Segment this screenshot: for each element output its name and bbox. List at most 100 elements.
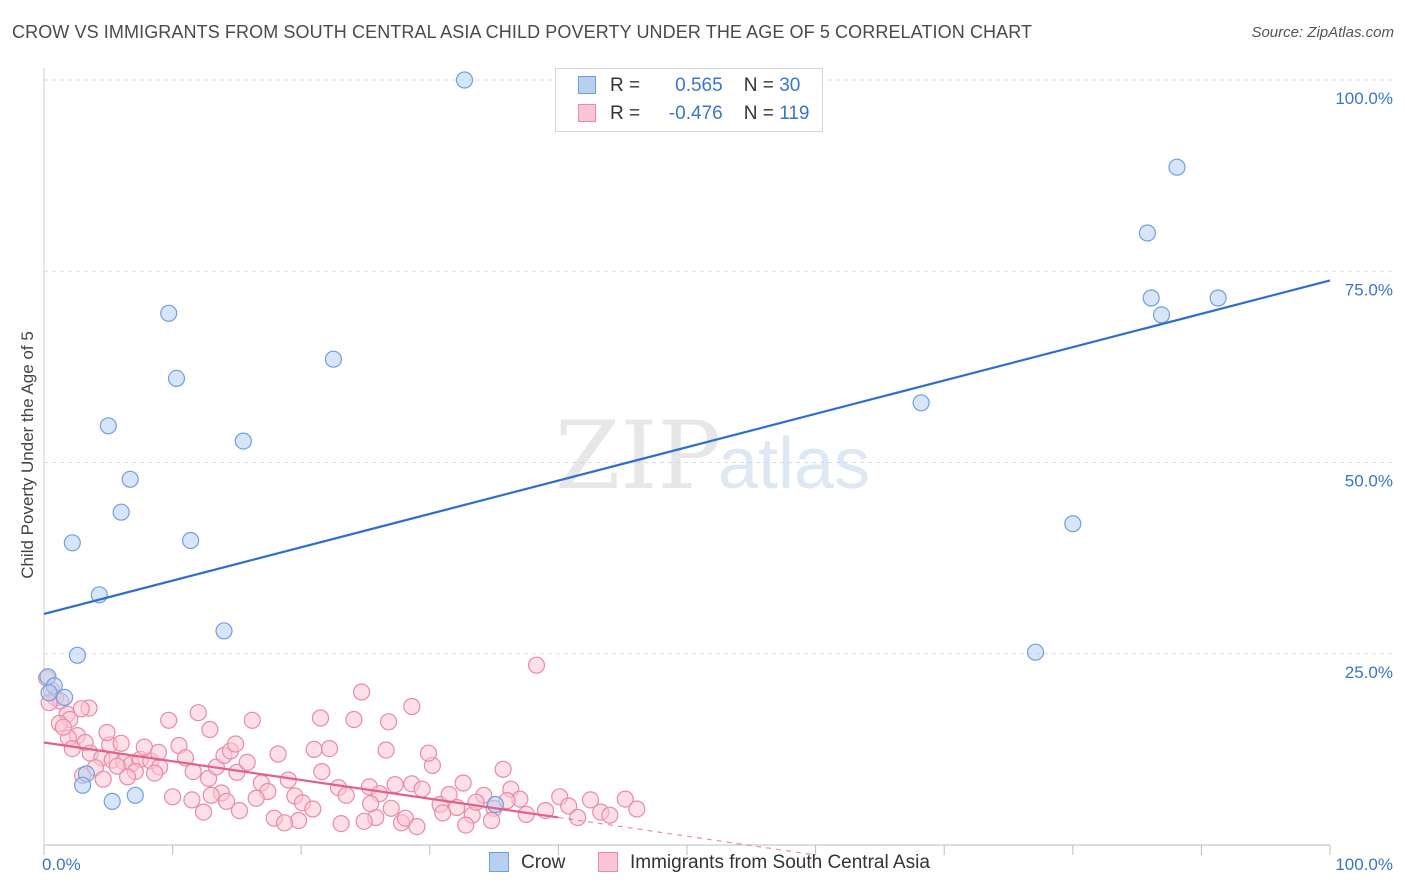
immigrants-point	[353, 683, 371, 701]
legend-r-label: R =	[610, 103, 641, 124]
crow-point	[1026, 643, 1045, 661]
immigrants-point	[482, 811, 501, 830]
series-legend: Crow Immigrants from South Central Asia	[0, 852, 1406, 878]
immigrants-point	[313, 762, 331, 781]
immigrants-point	[290, 811, 308, 830]
immigrants-point	[408, 817, 426, 836]
legend-n-value-crow: 30	[779, 75, 801, 96]
grid-lines	[44, 79, 1395, 655]
crow-point	[55, 688, 74, 707]
crow-point	[1142, 289, 1160, 307]
legend-r-value-immigrants: -0.476	[668, 103, 723, 124]
immigrants-point	[494, 760, 512, 778]
immigrants-point	[243, 711, 261, 729]
immigrants-point	[527, 656, 546, 674]
immigrants-point	[304, 800, 322, 818]
y-tick-label: 75.0%	[1345, 280, 1393, 299]
crow-point	[126, 786, 144, 804]
immigrants-point	[135, 738, 153, 756]
crow-point	[167, 369, 186, 387]
watermark-zip: ZIP	[555, 402, 721, 511]
immigrants-point	[269, 745, 287, 763]
immigrants-point	[108, 757, 126, 775]
immigrants-point	[227, 735, 245, 753]
immigrants-point	[230, 801, 249, 820]
immigrants-point	[54, 718, 72, 736]
crow-point	[1168, 158, 1186, 176]
source-label: Source: ZipAtlas.com	[1251, 24, 1394, 41]
crow-point	[1064, 515, 1082, 533]
crow-point	[63, 534, 81, 552]
immigrants-point	[146, 764, 164, 782]
immigrants-point	[189, 704, 207, 722]
legend-row-crow: R = 0.565 N = 30	[578, 75, 800, 99]
crow-point	[73, 776, 92, 794]
immigrants-point	[396, 809, 414, 827]
immigrants-point	[305, 740, 323, 759]
crow-point	[99, 417, 117, 435]
immigrants-point	[601, 806, 619, 824]
immigrants-point	[386, 775, 404, 794]
crow-point	[234, 432, 252, 450]
legend-item-immigrants[interactable]: Immigrants from South Central Asia	[598, 852, 930, 874]
immigrants-point	[413, 780, 431, 798]
immigrants-point	[377, 741, 395, 759]
x-tick-labels: 0.0% 100.0%	[42, 855, 1393, 874]
crow-trend-line	[43, 279, 1331, 616]
legend-row-immigrants: R = -0.476 N = 119	[578, 103, 809, 127]
immigrants-point	[628, 800, 646, 818]
correlation-legend: R = 0.565 N = 30 R = -0.476 N = 119	[555, 68, 823, 132]
crow-point	[455, 71, 474, 89]
immigrants-point	[160, 711, 178, 729]
legend-n-label: N =	[743, 75, 774, 96]
watermark: ZIP atlas	[555, 402, 870, 511]
immigrants-point	[218, 792, 236, 811]
immigrants-point	[202, 786, 220, 804]
y-tick-label: 25.0%	[1345, 663, 1393, 682]
immigrants-point	[201, 720, 219, 739]
immigrants-point	[238, 753, 256, 772]
immigrants-point	[560, 797, 578, 815]
legend-label-immigrants: Immigrants from South Central Asia	[630, 852, 930, 873]
legend-swatch-crow	[578, 76, 596, 94]
immigrants-point	[380, 713, 398, 731]
immigrants-point	[94, 770, 112, 788]
immigrants-trend-line	[43, 741, 559, 819]
immigrants-point	[275, 814, 294, 832]
immigrants-point	[616, 790, 634, 808]
immigrants-point	[345, 710, 363, 729]
x-tick-label: 100.0%	[1335, 855, 1393, 874]
crow-point	[112, 503, 130, 521]
immigrants-point	[63, 739, 81, 758]
axes	[43, 68, 1331, 855]
legend-item-crow[interactable]: Crow	[489, 852, 565, 874]
immigrants-trend-extension	[558, 816, 816, 856]
immigrants-point	[72, 700, 90, 718]
immigrants-point	[118, 768, 137, 786]
crow-point	[160, 304, 178, 322]
data-points	[37, 71, 1227, 836]
x-tick-label: 0.0%	[42, 855, 81, 874]
immigrants-point	[419, 744, 438, 762]
legend-r-label: R =	[610, 75, 641, 96]
y-tick-label: 100.0%	[1335, 89, 1393, 108]
immigrants-point	[454, 774, 472, 792]
crow-point	[324, 350, 342, 368]
trend-lines	[43, 279, 1331, 856]
immigrants-point	[194, 803, 213, 821]
immigrants-point	[362, 795, 380, 813]
immigrants-point	[98, 723, 116, 742]
crow-point	[68, 646, 87, 664]
immigrants-point	[247, 789, 265, 807]
immigrants-point	[355, 812, 373, 830]
crow-point	[103, 792, 121, 811]
crow-point	[1138, 224, 1157, 242]
crow-point	[215, 622, 233, 640]
immigrants-point	[332, 814, 350, 833]
legend-n-value-immigrants: 119	[779, 103, 810, 124]
immigrants-point	[382, 799, 400, 817]
immigrants-point	[311, 709, 330, 727]
crow-point	[1152, 306, 1171, 324]
immigrants-point	[467, 793, 485, 811]
